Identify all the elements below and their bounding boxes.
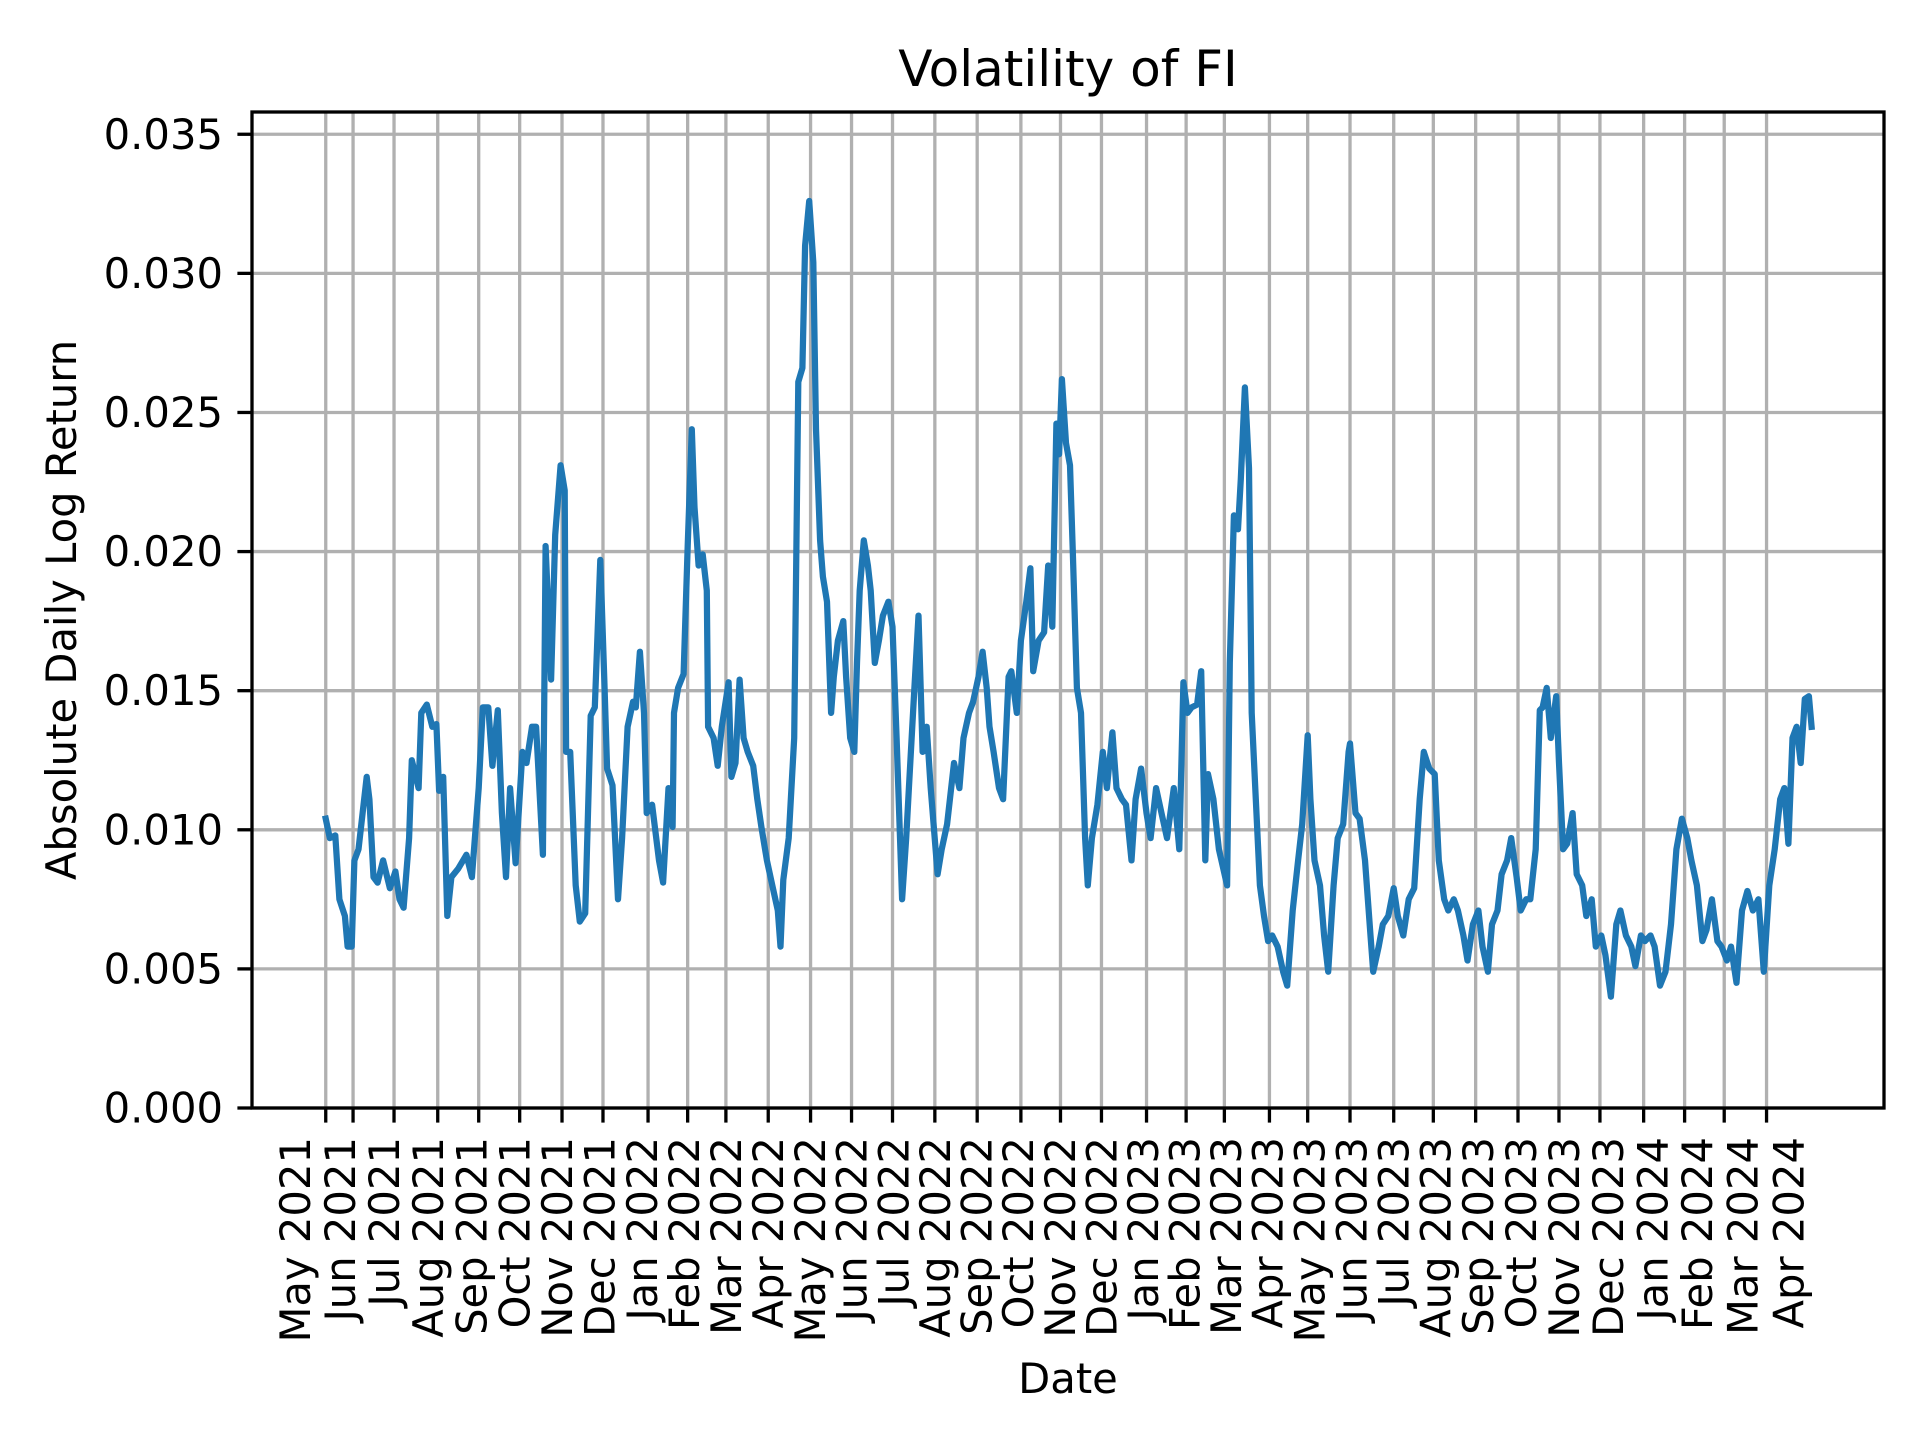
x-tick-label: Oct 2023 xyxy=(1497,1137,1546,1328)
x-tick-label: Feb 2024 xyxy=(1673,1137,1722,1330)
x-tick-label: Jul 2022 xyxy=(869,1137,918,1310)
y-axis-label: Absolute Daily Log Return xyxy=(37,340,86,880)
x-tick-label: Mar 2023 xyxy=(1202,1137,1251,1335)
y-tick-label: 0.030 xyxy=(104,249,223,298)
x-tick-label: Dec 2021 xyxy=(576,1137,625,1337)
x-axis-label: Date xyxy=(1018,1354,1118,1403)
x-tick-label: Aug 2022 xyxy=(911,1137,960,1338)
x-tick-label: Mar 2024 xyxy=(1719,1137,1768,1335)
y-tick-label: 0.010 xyxy=(104,805,223,854)
x-tick-label: Dec 2022 xyxy=(1077,1137,1126,1337)
x-tick-label: Apr 2023 xyxy=(1244,1137,1293,1328)
x-tick-label: Mar 2022 xyxy=(702,1137,751,1335)
axes-frame xyxy=(250,110,1886,1110)
x-tick-label: May 2021 xyxy=(271,1137,320,1343)
y-tick-label: 0.005 xyxy=(104,944,223,993)
y-axis-ticks: 0.000 0.005 0.010 0.015 0.020 0.025 0.030 0.035 xyxy=(104,110,252,1133)
y-tick-label: 0.035 xyxy=(104,110,223,159)
y-tick-label: 0.015 xyxy=(104,666,223,715)
x-tick-label: Jul 2023 xyxy=(1369,1137,1418,1310)
x-tick-label: Sep 2022 xyxy=(953,1137,1002,1335)
x-tick-label: Apr 2024 xyxy=(1765,1137,1814,1328)
x-tick-label: Jun 2023 xyxy=(1327,1137,1376,1324)
series-layer xyxy=(321,197,1815,1000)
x-tick-label: Nov 2021 xyxy=(533,1137,582,1338)
y-tick-label: 0.025 xyxy=(104,388,223,437)
x-tick-label: Aug 2023 xyxy=(1412,1137,1461,1338)
x-tick-label: Nov 2023 xyxy=(1540,1137,1589,1338)
x-tick-label: May 2022 xyxy=(786,1137,835,1343)
y-tick-label: 0.020 xyxy=(104,527,223,576)
x-tick-label: Jun 2021 xyxy=(316,1137,365,1324)
x-tick-label: Nov 2022 xyxy=(1036,1137,1085,1338)
x-tick-label: Feb 2023 xyxy=(1161,1137,1210,1330)
x-tick-label: Sep 2021 xyxy=(447,1137,496,1335)
x-tick-label: Oct 2021 xyxy=(491,1137,540,1328)
x-tick-label: Jul 2021 xyxy=(360,1137,409,1310)
x-tick-label: May 2023 xyxy=(1285,1137,1334,1343)
x-tick-label: Oct 2022 xyxy=(994,1137,1043,1328)
chart-title: Volatility of FI xyxy=(898,40,1237,98)
x-tick-label: Feb 2022 xyxy=(660,1137,709,1330)
x-tick-label: Jan 2024 xyxy=(1628,1137,1677,1324)
x-tick-label: Jan 2022 xyxy=(618,1137,667,1324)
x-tick-label: Aug 2021 xyxy=(404,1137,453,1338)
volatility-line xyxy=(321,197,1815,1000)
x-tick-label: Jun 2022 xyxy=(828,1137,877,1324)
y-tick-label: 0.000 xyxy=(104,1084,223,1133)
x-tick-label: Dec 2023 xyxy=(1584,1137,1633,1337)
x-tick-label: Apr 2022 xyxy=(744,1137,793,1328)
x-tick-label: Sep 2023 xyxy=(1454,1137,1503,1335)
x-tick-label: Jan 2023 xyxy=(1119,1137,1168,1324)
